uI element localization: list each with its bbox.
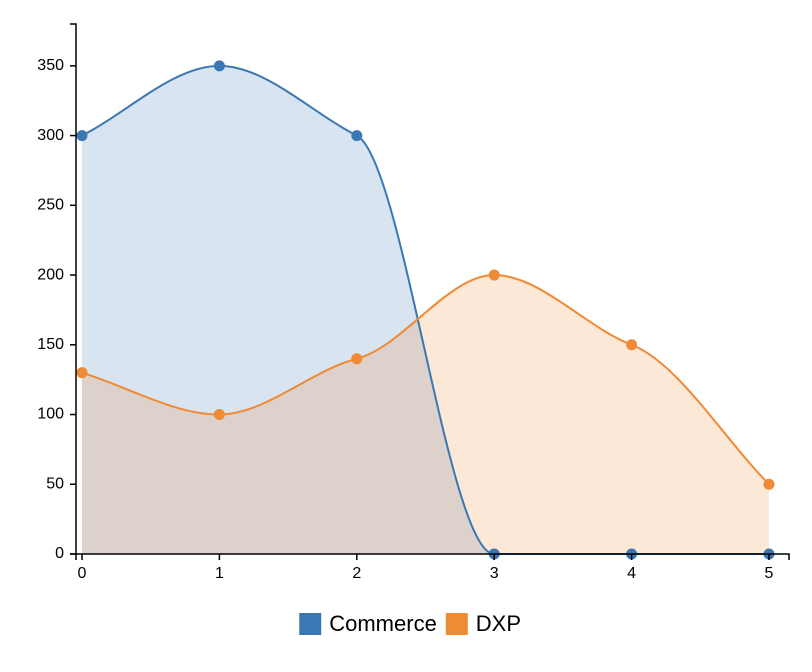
y-tick-label-350: 350 <box>37 57 64 74</box>
point-dxp-2[interactable] <box>351 353 363 365</box>
y-tick-label-0: 0 <box>55 545 64 562</box>
point-commerce-2[interactable] <box>351 130 363 142</box>
y-tick-label-100: 100 <box>37 406 64 423</box>
point-dxp-1[interactable] <box>213 409 225 421</box>
x-tick-label-2: 2 <box>352 565 361 582</box>
x-tick-label-1: 1 <box>215 565 224 582</box>
x-tick-label-0: 0 <box>78 565 87 582</box>
y-tick-label-150: 150 <box>37 336 64 353</box>
point-dxp-4[interactable] <box>626 339 638 351</box>
y-tick-label-300: 300 <box>37 127 64 144</box>
x-tick-label-5: 5 <box>765 565 774 582</box>
point-commerce-0[interactable] <box>76 130 88 142</box>
y-tick-label-250: 250 <box>37 197 64 214</box>
point-dxp-0[interactable] <box>76 367 88 379</box>
x-axis-line <box>75 553 790 560</box>
point-dxp-5[interactable] <box>763 478 775 490</box>
point-dxp-3[interactable] <box>488 269 500 281</box>
area-dxp <box>82 275 769 554</box>
legend-label-commerce: Commerce <box>329 611 437 636</box>
legend-swatch-commerce <box>299 613 322 635</box>
x-axis: 0 1 2 3 4 5 <box>75 553 790 582</box>
legend: Commerce DXP <box>299 611 521 636</box>
legend-label-dxp: DXP <box>476 611 521 636</box>
line-dxp <box>81 274 770 485</box>
x-tick-label-3: 3 <box>490 565 499 582</box>
y-axis-line <box>70 23 77 555</box>
x-tick-label-4: 4 <box>627 565 636 582</box>
area-commerce <box>82 65 769 554</box>
legend-item-commerce[interactable]: Commerce <box>299 611 437 636</box>
y-tick-label-200: 200 <box>37 266 64 283</box>
y-tick-label-50: 50 <box>46 475 64 492</box>
point-commerce-1[interactable] <box>213 60 225 72</box>
legend-swatch-dxp <box>445 613 468 635</box>
y-axis: 0 50 100 150 200 250 300 350 <box>37 23 77 562</box>
series-areas <box>82 65 769 554</box>
legend-item-dxp[interactable]: DXP <box>445 611 521 636</box>
